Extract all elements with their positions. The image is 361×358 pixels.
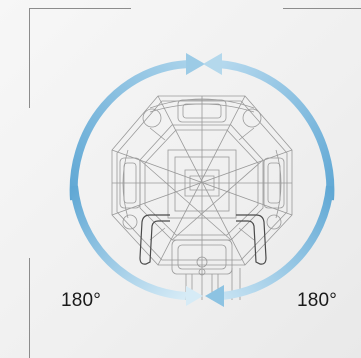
left-rotation-angle-label: 180°: [61, 290, 102, 311]
frame-lines: [29, 8, 361, 358]
arrow-bottom-left-head: [186, 286, 203, 306]
arrow-top-right-arc: [217, 60, 335, 201]
outer-octagon-2: [116, 100, 288, 261]
module-right: [263, 157, 285, 209]
arrow-top-left-head: [186, 53, 205, 75]
handles: [139, 214, 267, 265]
module-left: [119, 157, 141, 209]
module-top: [177, 99, 227, 123]
arrow-bottom-right-head: [205, 285, 224, 307]
rotation-arrows: [69, 53, 335, 307]
module-bottom: [171, 239, 233, 275]
left-handle: [139, 214, 170, 265]
right-rotation-angle-label: 180°: [297, 290, 338, 311]
arrow-top-right-head: [203, 53, 222, 75]
inner-octagon-2: [144, 129, 259, 236]
device-drawing: [111, 95, 293, 300]
arrow-bottom-left-arc: [70, 185, 187, 300]
right-handle: [236, 214, 267, 265]
arrow-top-left-arc: [69, 60, 191, 201]
arrow-bottom-right-arc: [221, 185, 334, 300]
